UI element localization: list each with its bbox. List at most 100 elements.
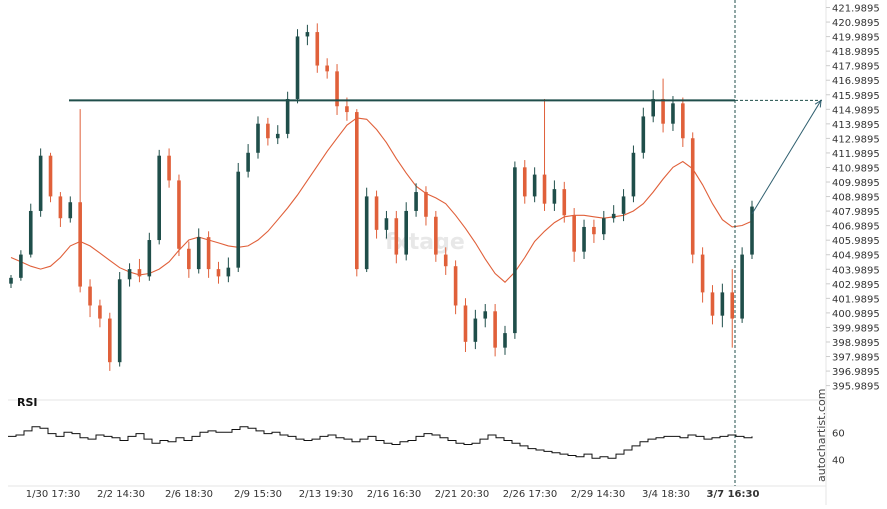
time-tick-label: 2/9 15:30 <box>234 489 282 500</box>
candle-body <box>236 171 241 268</box>
candle-body <box>572 215 576 252</box>
price-tick-label: 418.9895 <box>832 47 880 58</box>
candle-body <box>335 71 339 107</box>
candle-body <box>364 196 369 270</box>
candle-body <box>325 65 329 72</box>
price-tick-label: 399.9895 <box>832 323 880 334</box>
grid-lines <box>8 0 827 505</box>
candle-body <box>542 174 547 204</box>
candle-body <box>285 98 290 134</box>
price-axis: 421.9895 420.9895 419.9895 418.9895 417.9895… <box>826 4 880 393</box>
price-tick-label: 396.9895 <box>832 367 880 378</box>
projection-arrow-head <box>814 99 822 108</box>
time-axis: 1/30 17:30 2/2 14:30 2/6 18:30 2/9 15:30 2/1… <box>26 489 760 500</box>
candle-body <box>137 269 142 277</box>
candle-body <box>552 189 557 204</box>
price-tick-label: 408.9895 <box>832 193 880 204</box>
candle-body <box>295 36 300 99</box>
price-tick-label: 403.9895 <box>832 265 880 276</box>
candle-body <box>157 155 161 241</box>
rsi-label: RSI <box>17 396 38 409</box>
price-tick-label: 420.9895 <box>832 18 880 29</box>
price-tick-label: 419.9895 <box>832 33 880 44</box>
candle-body <box>483 311 488 319</box>
candle-body <box>513 167 517 334</box>
time-tick-label: 1/30 17:30 <box>26 489 80 500</box>
price-tick-label: 407.9895 <box>832 207 880 218</box>
price-tick-label: 416.9895 <box>832 76 880 87</box>
candle-body <box>355 112 359 270</box>
candle-body <box>463 305 468 342</box>
candle-body <box>611 213 616 219</box>
candle-body <box>384 218 389 230</box>
candle-body <box>394 218 399 255</box>
rsi-panel: RSI 60 40 <box>8 396 845 467</box>
price-tick-label: 411.9895 <box>832 149 880 160</box>
time-tick-label: 2/29 14:30 <box>571 489 625 500</box>
candle-body <box>434 216 438 255</box>
candle-body <box>98 305 102 319</box>
candle-body <box>58 196 63 219</box>
candle-body <box>582 226 586 252</box>
candle-body <box>671 103 675 124</box>
candle-body <box>631 152 636 197</box>
candle-body <box>177 180 181 249</box>
price-tick-label: 413.9895 <box>832 120 880 131</box>
candle-body <box>28 210 33 255</box>
candle-body <box>661 98 665 124</box>
candle-body <box>720 292 725 316</box>
price-tick-label: 414.9895 <box>832 105 880 116</box>
candle-body <box>532 174 537 197</box>
candle-body <box>651 98 655 117</box>
moving-average-line <box>10 117 753 283</box>
time-tick-label: 2/6 18:30 <box>165 489 213 500</box>
rsi-tick-label: 60 <box>832 428 845 439</box>
time-tick-label: 2/16 16:30 <box>367 489 421 500</box>
candle-body <box>275 133 280 139</box>
candle-body <box>414 192 418 211</box>
candles-layer <box>9 23 754 371</box>
candle-body <box>68 202 73 219</box>
time-tick-label: 3/7 16:30 <box>707 489 760 500</box>
price-tick-label: 404.9895 <box>832 251 880 262</box>
candle-body <box>740 254 744 319</box>
price-tick-label: 415.9895 <box>832 91 880 102</box>
price-tick-label: 409.9895 <box>832 178 880 189</box>
candle-body <box>88 286 92 306</box>
price-tick-label: 412.9895 <box>832 134 880 145</box>
price-tick-label: 402.9895 <box>832 280 880 291</box>
candle-body <box>266 123 270 139</box>
candle-body <box>562 189 567 216</box>
price-tick-label: 401.9895 <box>832 294 880 305</box>
candle-body <box>522 167 527 197</box>
candle-body <box>750 206 754 255</box>
candle-body <box>315 32 320 66</box>
price-tick-label: 397.9895 <box>832 353 880 364</box>
candle-body <box>48 155 53 197</box>
time-tick-label: 3/4 18:30 <box>642 489 690 500</box>
candle-body <box>78 202 82 287</box>
candle-body <box>641 116 646 153</box>
candle-body <box>38 155 43 211</box>
candle-body <box>443 254 448 267</box>
autochartist-credit: autochartist.com <box>815 389 828 482</box>
candle-body <box>246 152 250 172</box>
price-tick-label: 410.9895 <box>832 163 880 174</box>
candle-body <box>681 103 685 139</box>
candle-body <box>206 237 211 270</box>
time-tick-label: 2/21 20:30 <box>435 489 489 500</box>
candle-body <box>473 318 478 342</box>
candle-body <box>9 277 13 284</box>
candle-body <box>167 155 171 181</box>
candle-body <box>216 269 221 277</box>
level-layer <box>69 0 822 486</box>
candle-body <box>187 248 191 270</box>
candle-body <box>147 240 152 277</box>
candle-body <box>503 333 507 348</box>
watermark-text: fxtage <box>385 230 465 255</box>
projection-arrow-line <box>751 100 822 215</box>
candle-body <box>493 311 497 348</box>
time-tick-label: 2/13 19:30 <box>299 489 353 500</box>
